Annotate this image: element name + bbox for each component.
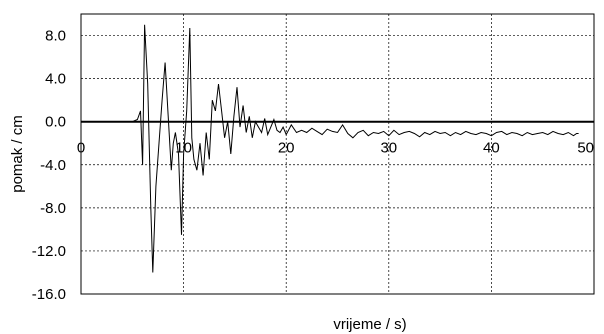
y-tick-label-0: 8.0: [45, 28, 66, 45]
y-tick-label-4: -8.0: [40, 200, 66, 217]
y-tick-labels: 8.0 4.0 0.0 -4.0 -8.0 -12.0 -16.0: [32, 28, 66, 303]
y-tick-label-2: 0.0: [45, 114, 66, 131]
x-axis-label: vrijeme / s): [333, 316, 406, 333]
y-tick-label-3: -4.0: [40, 157, 66, 174]
x-tick-label-3: 30: [380, 140, 397, 157]
x-tick-label-4: 40: [483, 140, 500, 157]
y-tick-label-1: 4.0: [45, 71, 66, 88]
y-tick-label-6: -16.0: [32, 286, 66, 303]
x-tick-label-0: 0: [77, 140, 85, 157]
y-axis-label: pomak / cm: [9, 115, 26, 193]
x-tick-label-2: 20: [278, 140, 295, 157]
x-tick-label-5: 50: [577, 140, 594, 157]
y-tick-label-5: -12.0: [32, 243, 66, 260]
x-tick-labels: 0 10 20 30 40 50: [77, 140, 594, 157]
plot-frame: [80, 13, 595, 295]
series-line: [132, 24, 579, 273]
